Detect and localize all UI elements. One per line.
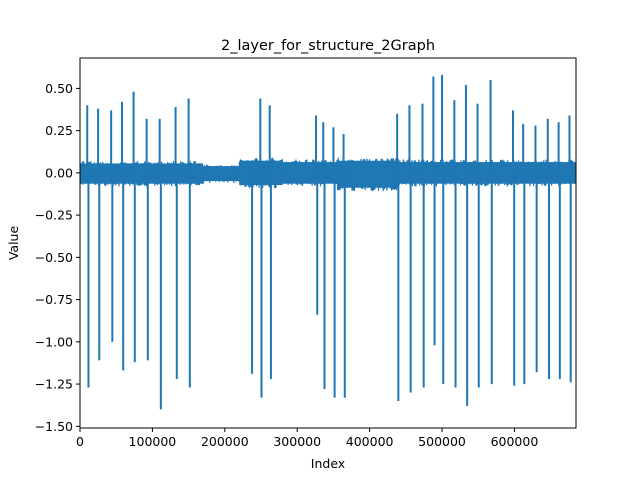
x-tick-label: 600000	[491, 434, 539, 449]
baseline-noise-core	[337, 160, 399, 188]
x-axis-label: Index	[311, 456, 345, 471]
y-tick-label: −1.00	[35, 334, 73, 349]
y-tick-label: 0.00	[45, 165, 73, 180]
chart-title: 2_layer_for_structure_2Graph	[221, 38, 435, 54]
y-tick-label: −1.50	[35, 419, 73, 434]
x-axis: 0 100000 200000 300000 400000 500000 600000	[76, 428, 538, 449]
x-tick-label: 400000	[346, 434, 394, 449]
y-axis-label: Value	[6, 226, 21, 261]
y-tick-label: −0.50	[35, 250, 73, 265]
y-tick-label: 0.25	[45, 123, 73, 138]
x-tick-label: 500000	[418, 434, 466, 449]
baseline-noise-core	[282, 162, 338, 184]
x-tick-label: 0	[76, 434, 84, 449]
y-tick-label: −1.25	[35, 377, 73, 392]
y-tick-label: −0.75	[35, 292, 73, 307]
x-tick-label: 100000	[129, 434, 177, 449]
baseline-noise-core	[203, 166, 240, 181]
y-axis: −1.50 −1.25 −1.00 −0.75 −0.50 −0.25 0.00 0.25 0.…	[35, 81, 80, 434]
y-tick-label: 0.50	[45, 81, 73, 96]
axes-frame	[79, 57, 577, 429]
x-tick-label: 200000	[201, 434, 249, 449]
x-tick-label: 300000	[273, 434, 321, 449]
plot-area	[80, 74, 576, 410]
series-line	[80, 74, 576, 410]
y-tick-label: −0.25	[35, 208, 73, 223]
